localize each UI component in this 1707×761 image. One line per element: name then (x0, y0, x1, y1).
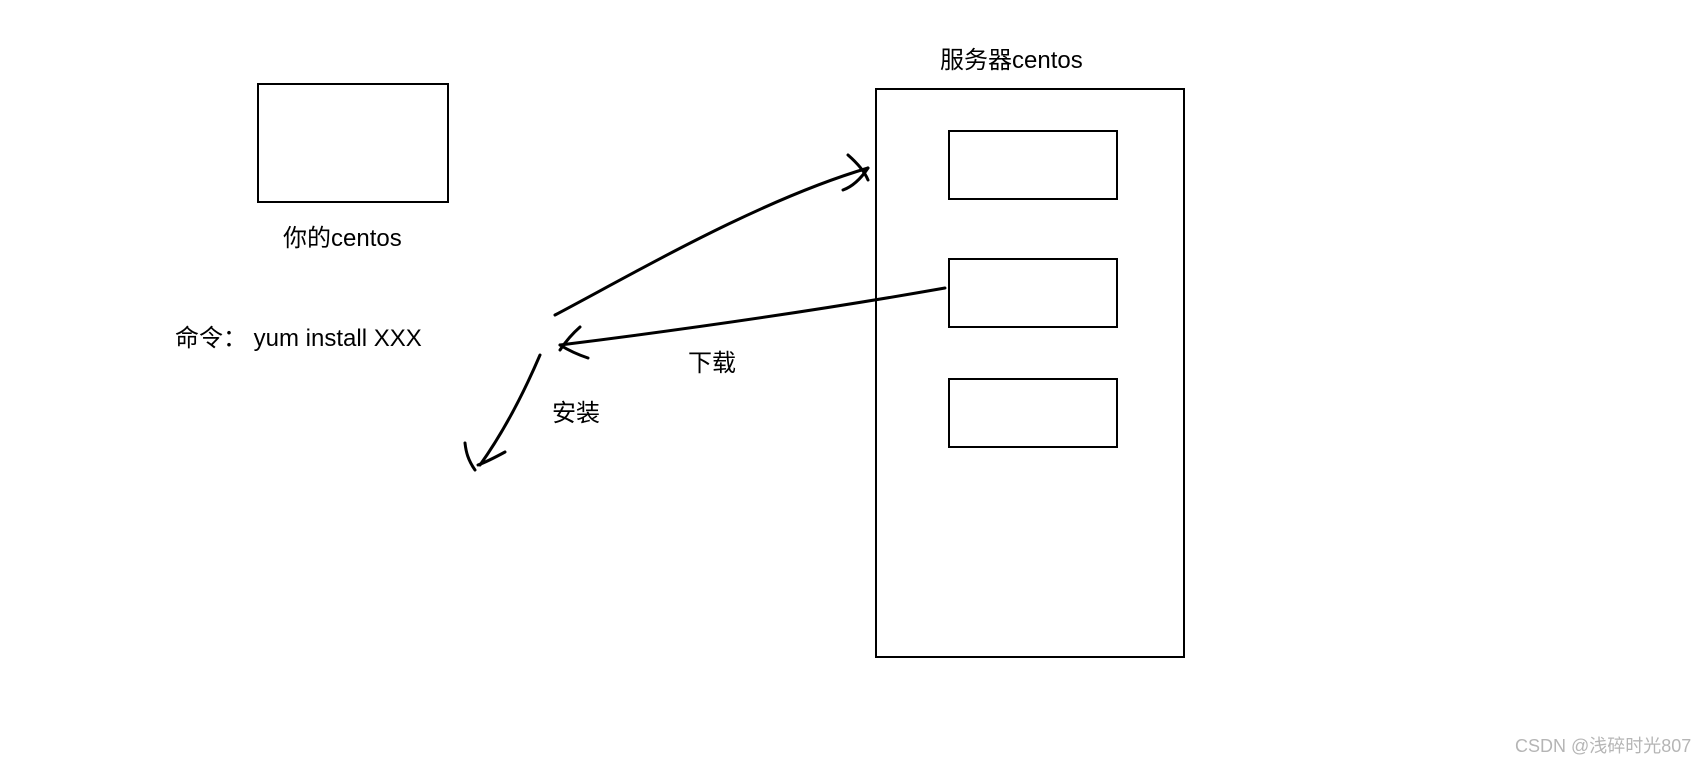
client-box (257, 83, 449, 203)
download-label: 下载 (688, 343, 736, 378)
client-label: 你的centos (283, 218, 402, 253)
command-text: 命令： yum install XXX (175, 318, 422, 353)
server-inner-box (948, 378, 1118, 448)
watermark: CSDN @浅碎时光807 (1515, 732, 1691, 758)
server-inner-box (948, 258, 1118, 328)
request-arrow (555, 155, 868, 315)
server-inner-box (948, 130, 1118, 200)
install-arrow (465, 355, 540, 470)
server-label: 服务器centos (940, 40, 1083, 75)
install-label: 安装 (552, 393, 600, 428)
